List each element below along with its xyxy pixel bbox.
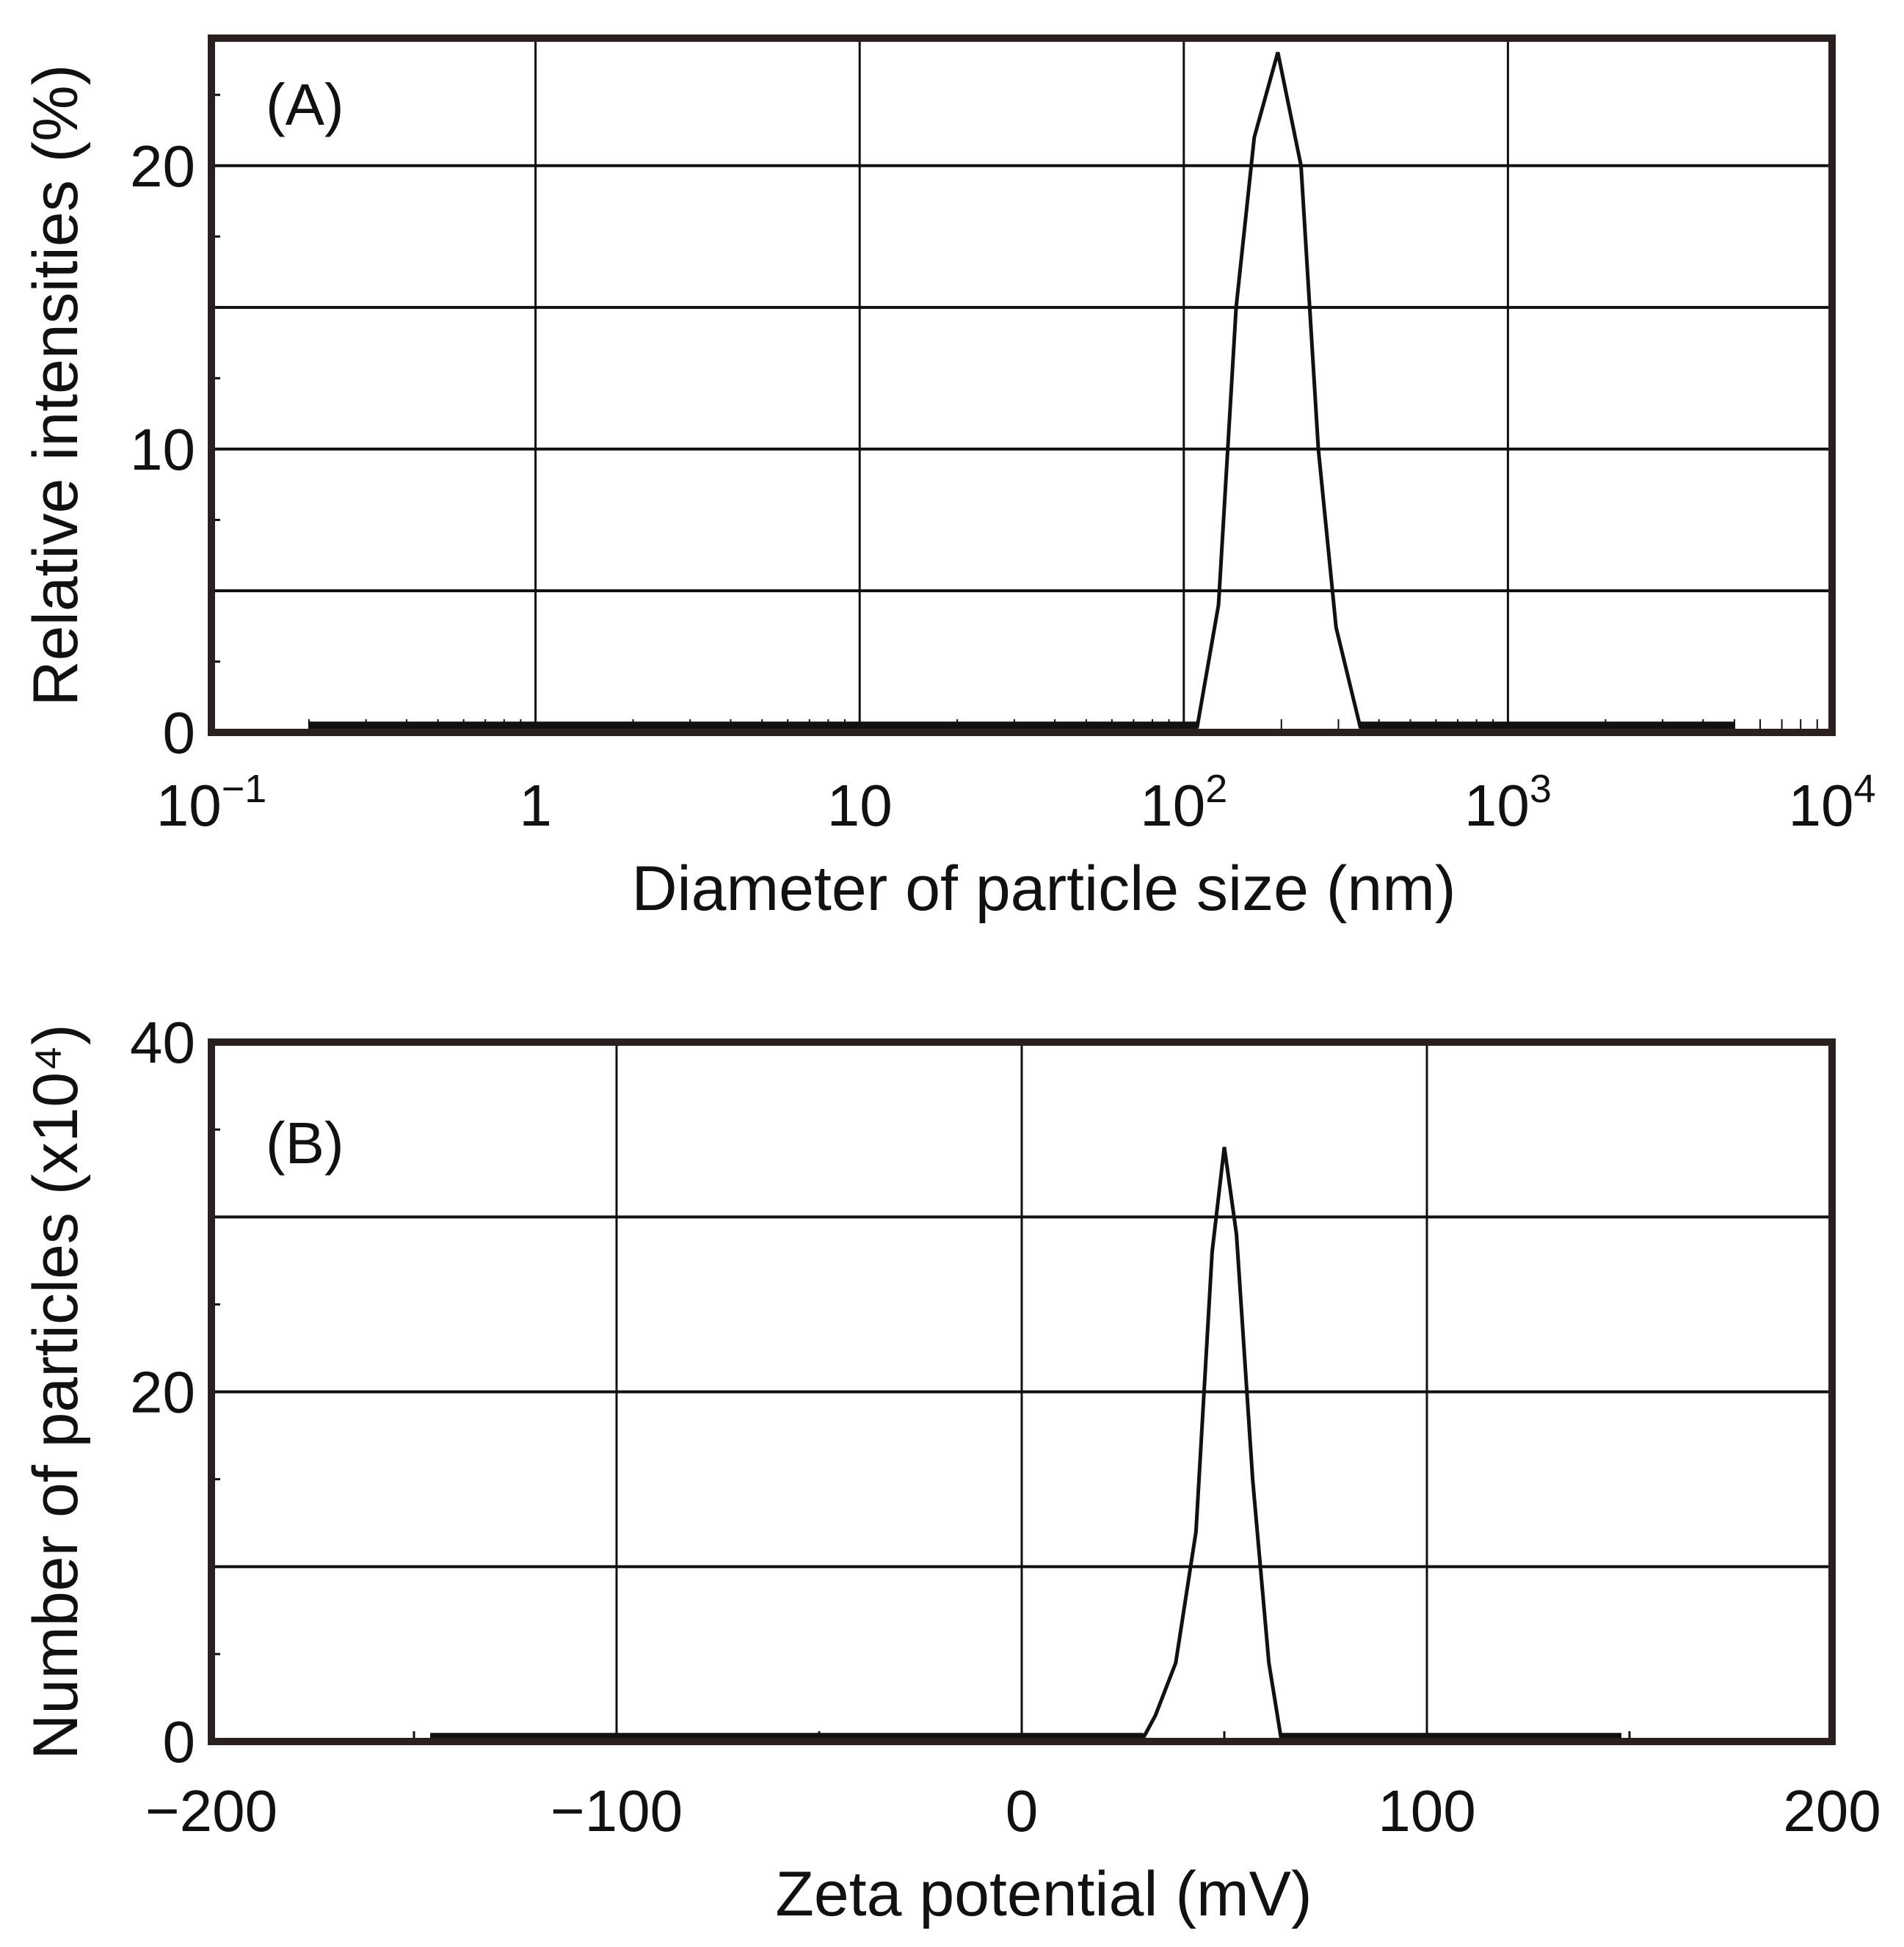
panel-a: (A) 10−1 1 10 102 103 104 0 10 20 Diameter of part… xyxy=(21,34,1876,924)
x-tick-label: −200 xyxy=(145,1778,277,1844)
x-tick-label: 0 xyxy=(1006,1778,1039,1844)
series-line xyxy=(308,51,1735,729)
x-tick-label: 10−1 xyxy=(156,767,267,838)
y-axis-title: Relative intensities (%) xyxy=(21,65,91,707)
plot-frame xyxy=(208,34,1836,736)
x-axis-title: Zeta potential (mV) xyxy=(775,1859,1312,1929)
plot-frame xyxy=(208,1038,1836,1745)
x-tick-label: 104 xyxy=(1788,767,1875,838)
x-tick-label: 10 xyxy=(827,773,893,838)
panel-label: (A) xyxy=(266,72,344,137)
x-tick-label: 200 xyxy=(1783,1778,1881,1844)
panel-b: (B) −200 −100 0 100 200 0 20 40 Zeta potential (m… xyxy=(21,1010,1881,1929)
x-tick-label: 100 xyxy=(1378,1778,1475,1844)
x-tick-label: −100 xyxy=(551,1778,683,1844)
y-tick-label: 0 xyxy=(163,700,196,765)
y-tick-label: 0 xyxy=(163,1709,196,1775)
x-tick-label: 103 xyxy=(1464,767,1552,838)
panel-label: (B) xyxy=(266,1110,344,1176)
y-tick-label: 20 xyxy=(130,1360,195,1425)
x-tick-label: 1 xyxy=(519,773,552,838)
y-tick-label: 10 xyxy=(130,417,195,482)
panel-label-bg xyxy=(240,1101,379,1182)
y-tick-label: 40 xyxy=(130,1010,195,1075)
x-tick-label: 102 xyxy=(1140,767,1227,838)
panel-label-bg xyxy=(240,62,379,143)
x-axis-title: Diameter of particle size (nm) xyxy=(631,854,1456,924)
y-tick-label: 20 xyxy=(130,134,195,199)
y-axis-title: Number of particles (x10⁴) xyxy=(21,1024,91,1759)
series-line xyxy=(430,1146,1621,1740)
